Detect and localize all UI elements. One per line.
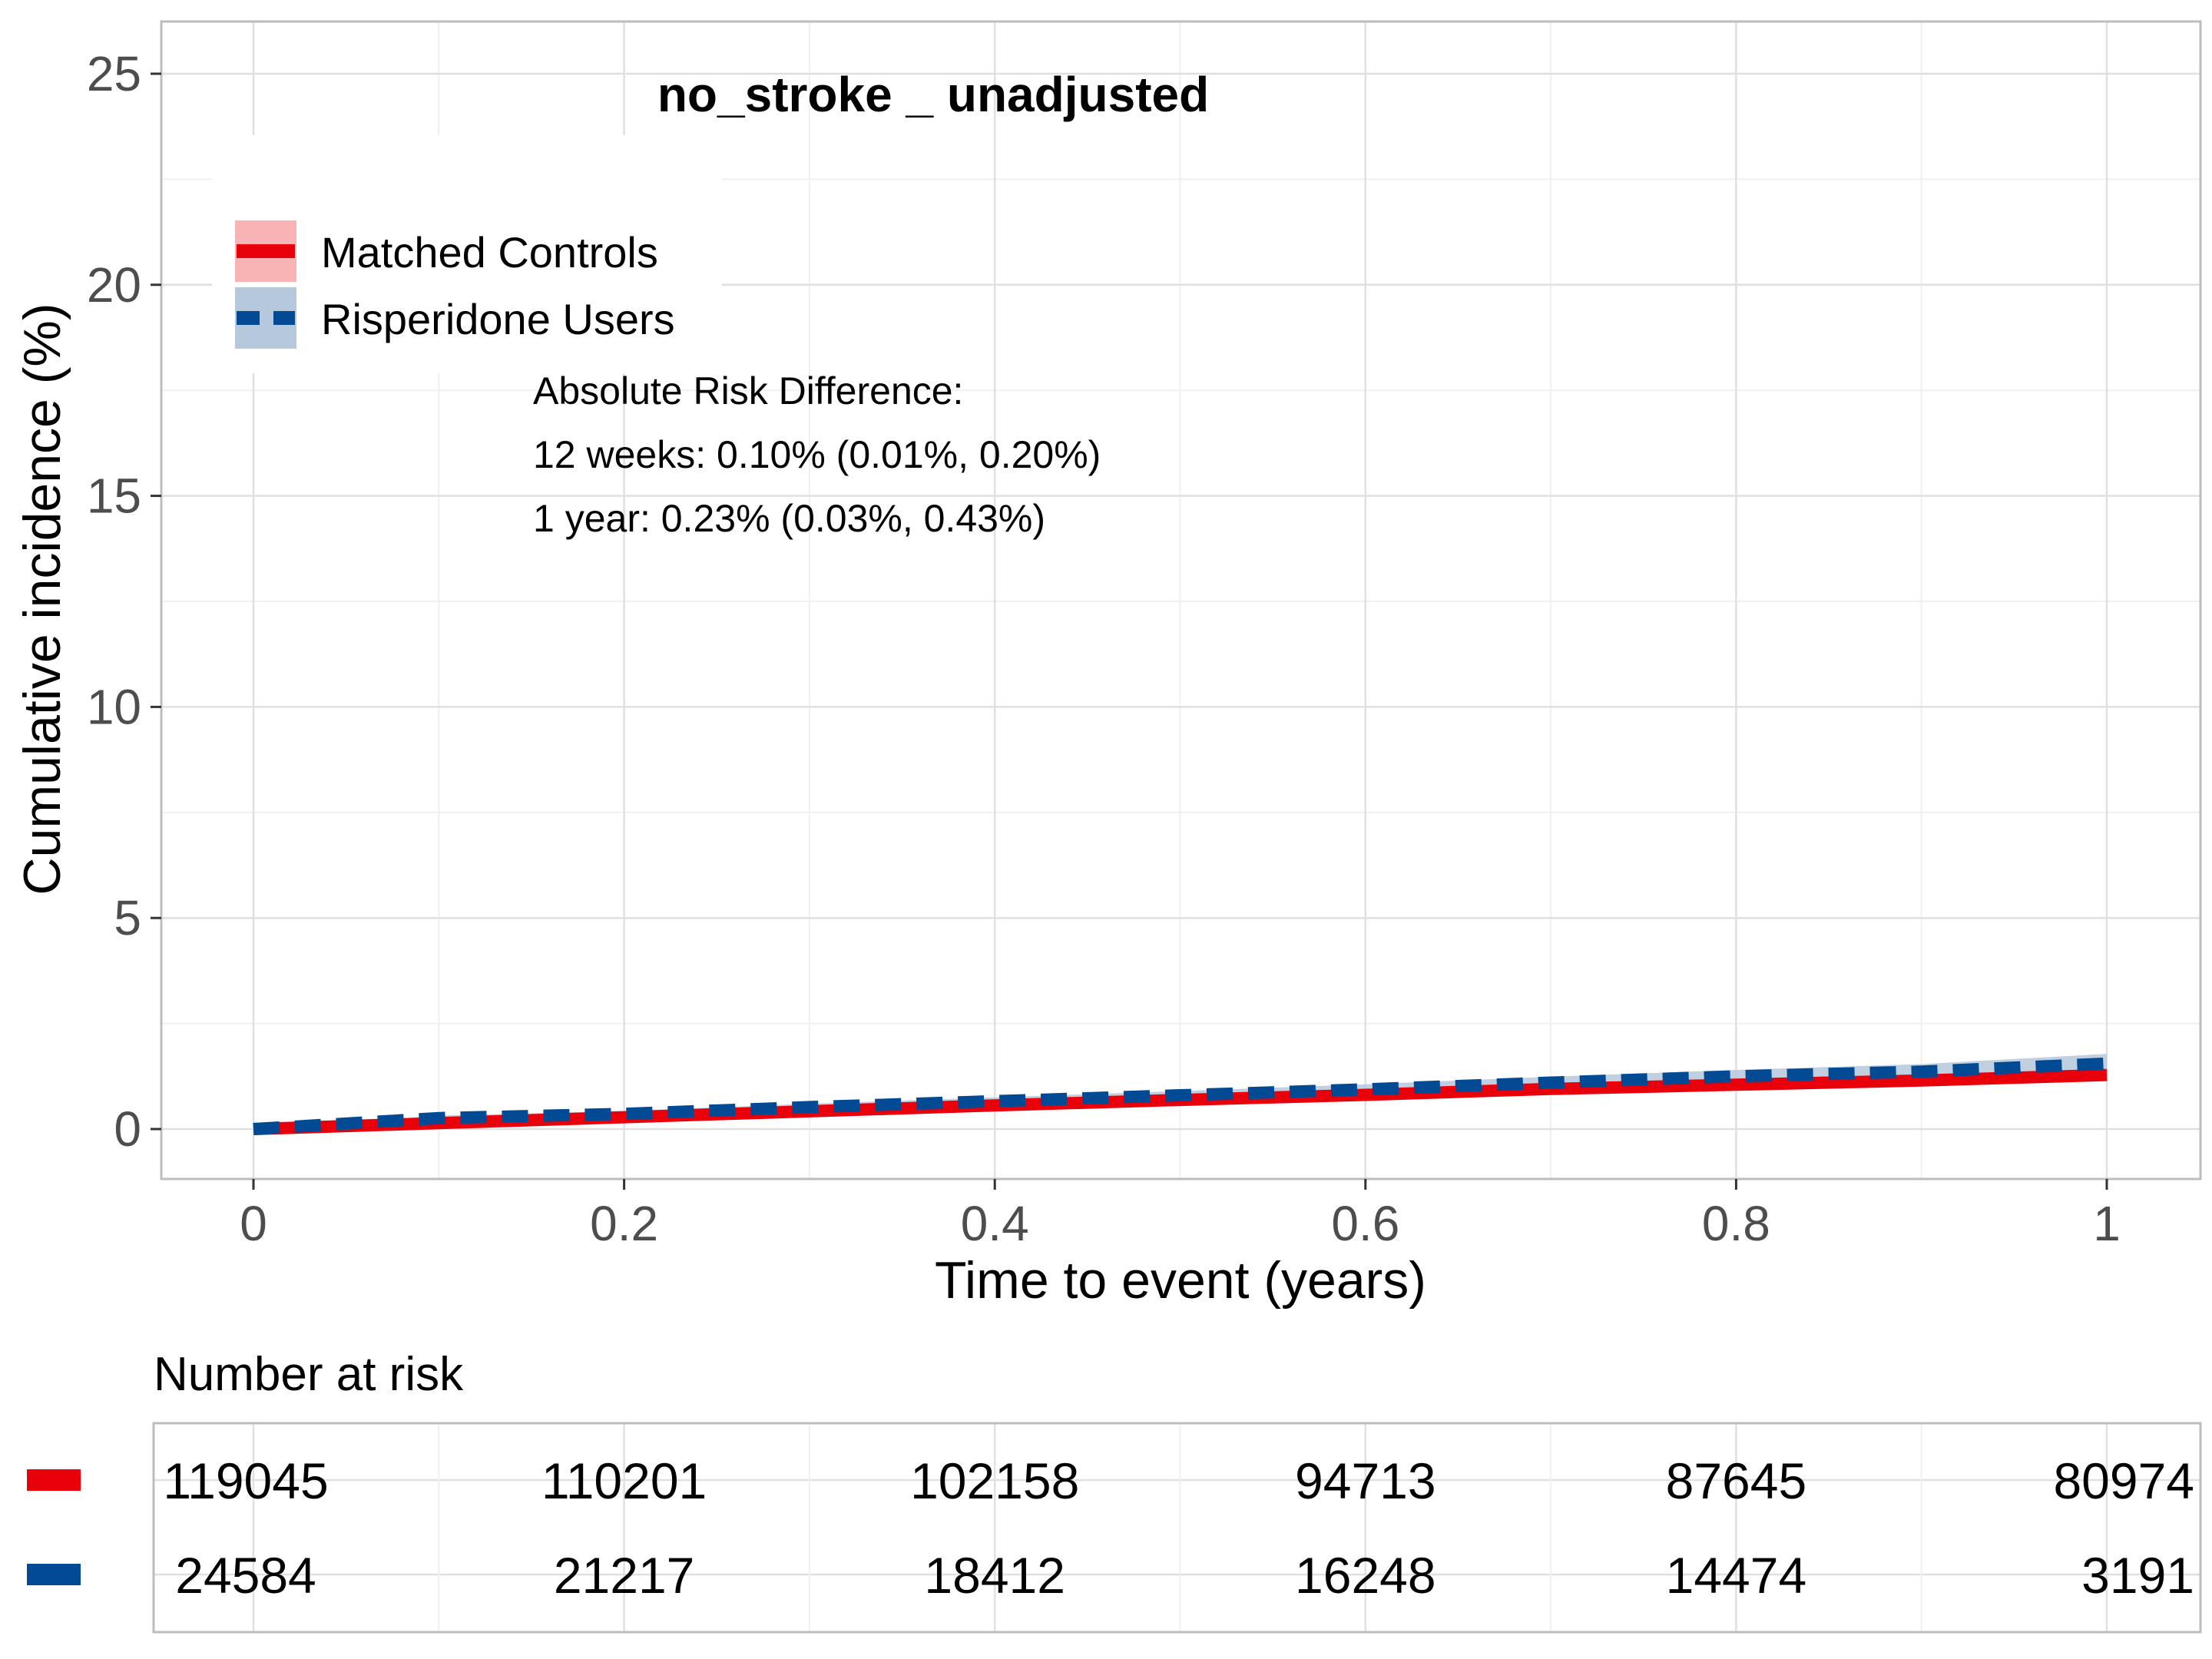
y-axis-ticks: 0 5 10 15 20 25	[87, 46, 161, 1157]
risk-table-grid	[154, 1423, 2200, 1632]
panel-border	[160, 20, 2202, 1181]
y-tick-label: 0	[114, 1101, 141, 1157]
y-tick-label: 15	[87, 469, 141, 524]
x-tick-label: 0.8	[1702, 1196, 1770, 1251]
y-tick-label: 25	[87, 46, 141, 101]
risk-table-cell: 80974	[2053, 1452, 2194, 1509]
risk-table-values: 119045 110201 102158 94713 87645 80974 24584 21…	[163, 1452, 2194, 1604]
x-tick-label: 0	[240, 1196, 267, 1251]
y-tick-label: 5	[114, 890, 141, 945]
x-tick-label: 0.4	[961, 1196, 1029, 1251]
x-tick-label: 0.2	[590, 1196, 658, 1251]
risk-table-cell: 18412	[924, 1547, 1065, 1604]
risk-table-cell: 94713	[1295, 1452, 1436, 1509]
legend-background	[212, 135, 722, 373]
series-line-risperidone-users	[253, 1057, 2108, 1135]
x-axis-title: Time to event (years)	[935, 1251, 1426, 1310]
plot-panel	[160, 20, 2202, 1181]
legend: Matched Controls Risperidone Users	[212, 135, 722, 373]
y-tick-label: 10	[87, 679, 141, 734]
annotation-12-weeks: 12 weeks: 0.10% (0.01%, 0.20%)	[533, 433, 1101, 476]
chart-title: no_stroke _ unadjusted	[657, 67, 1209, 122]
risk-table-cell: 24584	[175, 1547, 316, 1604]
risk-table-cell: 102158	[910, 1452, 1079, 1509]
legend-label-matched-controls: Matched Controls	[321, 228, 658, 276]
series-lines	[253, 1057, 2108, 1135]
legend-label-risperidone-users: Risperidone Users	[321, 295, 675, 343]
risk-table-cell: 16248	[1295, 1547, 1436, 1604]
risk-table-cell: 87645	[1666, 1452, 1807, 1509]
risk-table-cell: 119045	[163, 1452, 328, 1509]
risk-table-cell: 3191	[2081, 1547, 2194, 1604]
annotation-1-year: 1 year: 0.23% (0.03%, 0.43%)	[533, 497, 1045, 540]
y-tick-label: 20	[87, 257, 141, 313]
y-axis-title: Cumulative incidence (%)	[13, 303, 71, 896]
risk-table-cell: 14474	[1666, 1547, 1807, 1604]
x-tick-label: 0.6	[1331, 1196, 1399, 1251]
risk-table-title: Number at risk	[154, 1348, 464, 1401]
x-axis-ticks: 0 0.2 0.4 0.6 0.8 1	[240, 1179, 2121, 1251]
minor-gridlines	[161, 22, 2200, 1179]
annotation-heading: Absolute Risk Difference:	[533, 369, 963, 412]
risk-table-border	[152, 1422, 2202, 1634]
risk-table-cell: 110201	[541, 1452, 707, 1509]
risk-difference-annotation: Absolute Risk Difference: 12 weeks: 0.10…	[533, 369, 1101, 540]
x-tick-label: 1	[2093, 1196, 2121, 1251]
risk-table-cell: 21217	[554, 1547, 695, 1604]
risk-table: Number at risk 119045 110201 102158 94713 87…	[27, 1348, 2202, 1634]
